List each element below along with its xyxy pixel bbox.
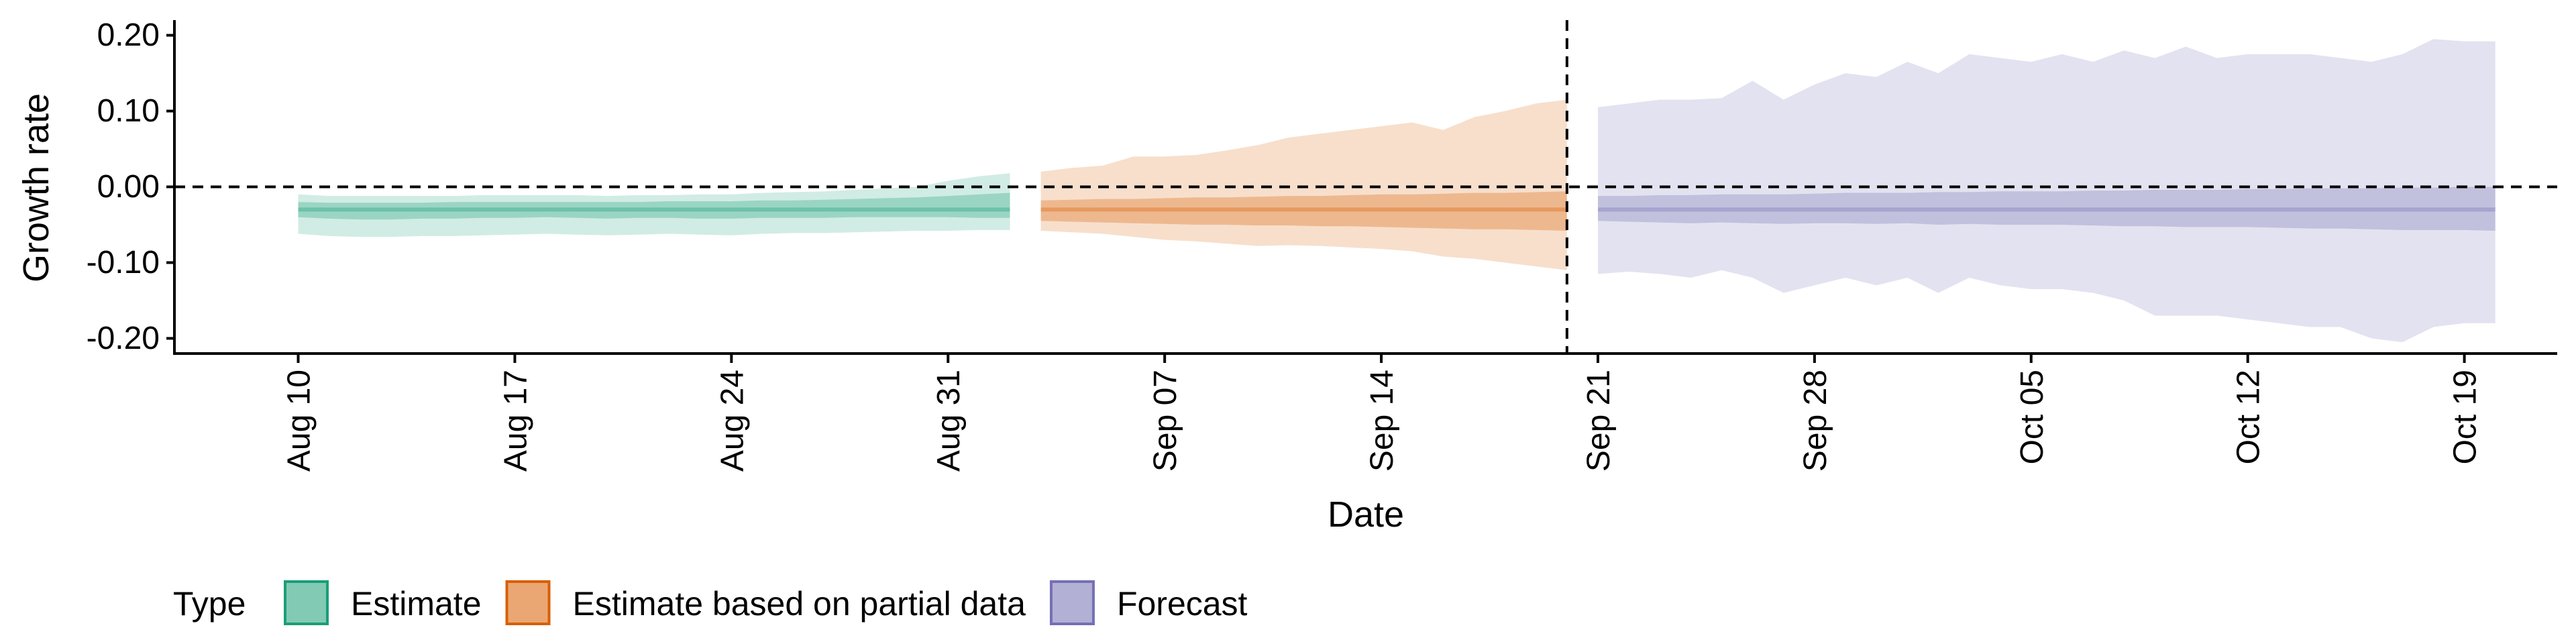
legend-label-estimate: Estimate (351, 585, 482, 623)
legend: Type Estimate Estimate based on partial d… (173, 582, 1248, 624)
estimate-based-on-partial-data-band-90 (1041, 100, 1567, 270)
y-axis-title: Growth rate (16, 93, 56, 282)
x-tick-label: Aug 10 (282, 370, 317, 472)
x-ticks: Aug 10 Aug 17 Aug 24 Aug 31 Sep 07 Sep 14 Sep … (282, 354, 2483, 472)
legend-label-estimate-based-on-partial-data: Estimate based on partial data (573, 585, 1026, 623)
legend-label-forecast: Forecast (1117, 585, 1248, 623)
y-tick-label: 0.20 (97, 17, 160, 53)
y-axis-title-group: Growth rate (16, 93, 56, 282)
x-tick-label: Oct 05 (2015, 370, 2050, 464)
legend-key-estimate (285, 582, 327, 624)
x-tick-label: Sep 14 (1364, 370, 1400, 472)
ribbon-layer (299, 39, 2496, 342)
x-tick-label: Aug 24 (714, 370, 750, 472)
legend-key-estimate-based-on-partial-data (507, 582, 549, 624)
y-tick-label: 0.10 (97, 93, 160, 129)
y-tick-label: -0.10 (87, 245, 160, 280)
x-tick-label: Oct 19 (2448, 370, 2483, 464)
y-ticks: 0.20 0.10 0.00 -0.10 -0.20 (87, 17, 174, 356)
y-tick-label: 0.00 (97, 169, 160, 205)
x-tick-label: Aug 31 (931, 370, 967, 472)
x-tick-label: Oct 12 (2231, 370, 2267, 464)
x-tick-label: Sep 21 (1581, 370, 1617, 472)
y-tick-label: -0.20 (87, 321, 160, 356)
legend-title: Type (173, 585, 246, 623)
legend-key-forecast (1051, 582, 1093, 624)
x-tick-label: Sep 07 (1148, 370, 1183, 472)
x-tick-label: Aug 17 (498, 370, 533, 472)
x-tick-label: Sep 28 (1798, 370, 1833, 472)
x-axis-title: Date (1328, 494, 1404, 535)
